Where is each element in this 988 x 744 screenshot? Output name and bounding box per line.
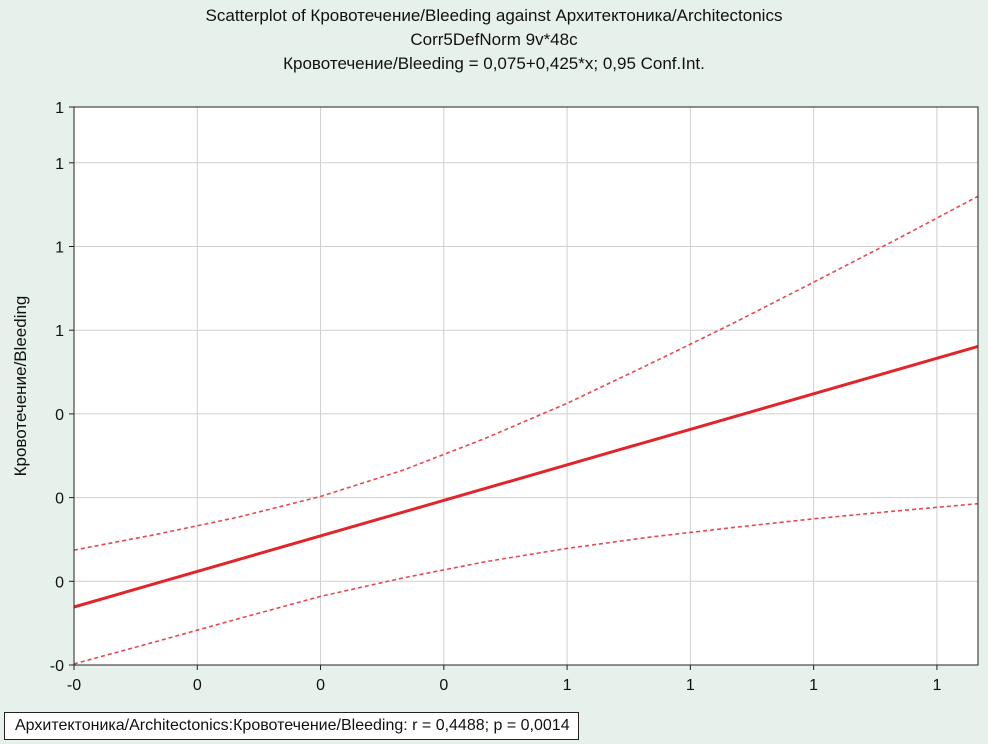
x-tick-label-4: 1 (563, 677, 572, 694)
regression-equation: Кровотечение/Bleeding = 0,075+0,425*x; 0… (283, 54, 705, 73)
plot-border (73, 106, 979, 666)
y-tick-label-6: 1 (55, 156, 64, 173)
y-axis-label: Кровотечение/Bleeding (11, 296, 30, 477)
chart-subtitle: Corr5DefNorm 9v*48c (410, 30, 578, 49)
correlation-stats: Архитектоника/Architectonics:Кровотечени… (4, 712, 579, 740)
y-tick-label-1: 0 (55, 574, 64, 591)
x-tick-label-3: 0 (439, 677, 448, 694)
plot-area (74, 107, 978, 665)
upper-confidence-band (73, 195, 979, 551)
x-tick-label-5: 1 (686, 677, 695, 694)
y-tick-label-7: 1 (55, 100, 64, 117)
y-tick-label-4: 1 (55, 323, 64, 340)
chart-title: Scatterplot of Кровотечение/Bleeding aga… (205, 6, 783, 25)
x-tick-label-2: 0 (316, 677, 325, 694)
tick-labels: -0 0 0 0 1 1 1 1 -0 0 0 0 1 1 1 1 (50, 100, 942, 694)
lower-confidence-band (73, 502, 979, 665)
y-tick-label-0: -0 (50, 658, 64, 675)
regression-line (73, 344, 979, 609)
x-tick-label-0: -0 (67, 677, 81, 694)
x-tick-label-1: 0 (193, 677, 202, 694)
y-tick-label-5: 1 (55, 240, 64, 257)
x-tick-label-7: 1 (932, 677, 941, 694)
y-tick-label-3: 0 (55, 407, 64, 424)
x-tick-label-6: 1 (809, 677, 818, 694)
y-tick-label-2: 0 (55, 491, 64, 508)
series-layer (73, 195, 979, 665)
